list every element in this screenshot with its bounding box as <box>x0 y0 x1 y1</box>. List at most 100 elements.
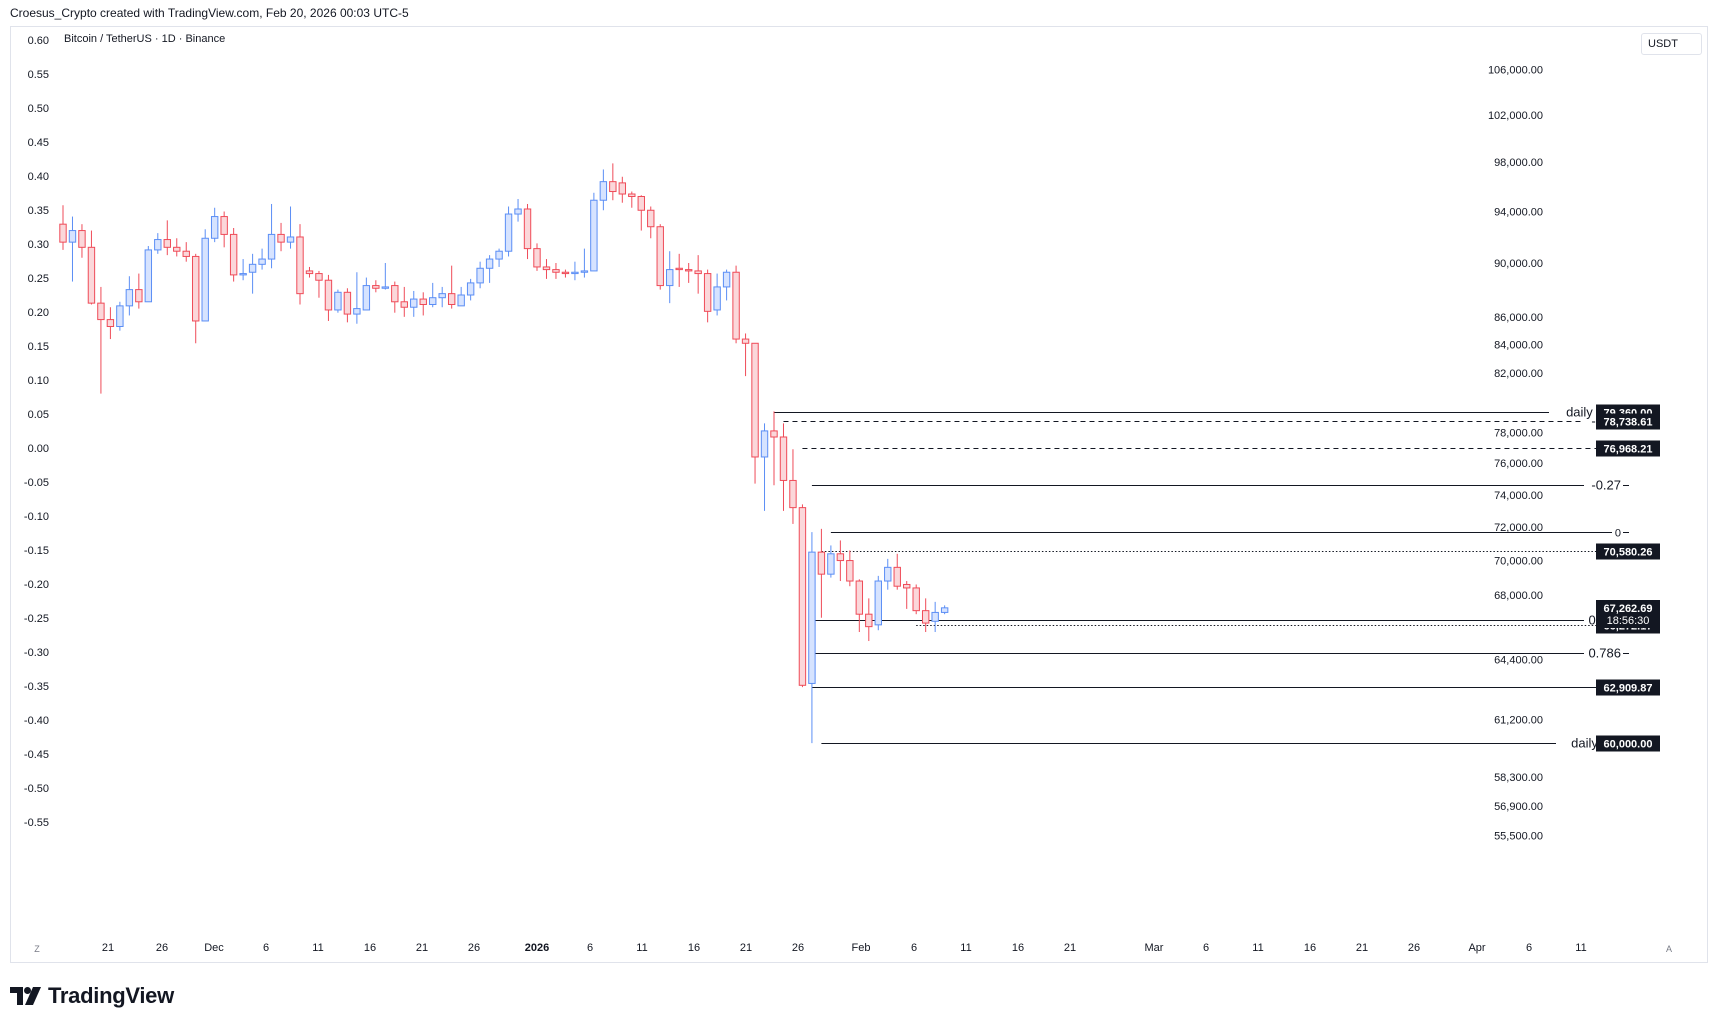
level-badge-text: 78,738.61 <box>1604 417 1653 429</box>
candle <box>798 504 807 688</box>
candle <box>163 220 171 256</box>
candle <box>846 550 854 587</box>
candle <box>713 273 721 316</box>
candle <box>836 540 845 582</box>
candle-body <box>248 263 257 273</box>
candle <box>523 203 532 260</box>
candle <box>779 423 788 511</box>
level-badge <box>1596 413 1660 430</box>
time-axis-label: 21 <box>1356 942 1368 954</box>
candle-body <box>590 199 598 272</box>
candle <box>675 253 683 287</box>
candle-body <box>684 269 693 272</box>
candle-body <box>362 285 371 311</box>
candle-body <box>846 560 854 582</box>
price-axis-tick: 98,000.00 <box>1494 157 1543 169</box>
candle-body <box>921 610 930 624</box>
time-axis-label: 16 <box>364 942 376 954</box>
candle-body <box>751 342 759 458</box>
candle <box>751 342 759 484</box>
candle-body <box>713 286 721 311</box>
candle-body <box>87 246 96 304</box>
candle <box>618 176 627 203</box>
candle <box>684 263 693 283</box>
candle-body <box>144 249 153 303</box>
left-axis-tick: 0.15 <box>28 341 49 353</box>
candle-body <box>372 285 380 289</box>
candle <box>220 211 228 248</box>
candle <box>789 449 797 524</box>
candle <box>884 558 892 590</box>
level-badge <box>1596 543 1660 560</box>
time-axis-label: 21 <box>102 942 114 954</box>
time-axis-label: 26 <box>468 942 480 954</box>
candle-body <box>542 266 551 271</box>
candlestick-chart[interactable]: Bitcoin / TetherUS · 1D · Binance 0.60 0.5… <box>0 0 1711 975</box>
left-axis-tick: -0.35 <box>24 681 49 693</box>
level-label: -0.27 <box>1591 478 1621 493</box>
time-axis-label: 6 <box>587 942 593 954</box>
candle <box>533 243 541 271</box>
price-axis-tick: 90,000.00 <box>1494 258 1543 270</box>
currency-label: USDT <box>1648 38 1678 50</box>
candle <box>343 288 352 323</box>
left-axis-tick: 0.60 <box>28 35 49 47</box>
candle-body <box>220 216 228 235</box>
price-axis-tick: 84,000.00 <box>1494 340 1543 352</box>
time-axis-label: 16 <box>1012 942 1024 954</box>
candle <box>599 169 608 211</box>
candle-body <box>618 182 627 195</box>
time-axis-label: Dec <box>204 942 224 954</box>
candle-body <box>798 507 807 686</box>
candle <box>391 281 399 313</box>
candle <box>201 229 209 322</box>
price-axis-tick: 55,500.00 <box>1494 830 1543 842</box>
candle-body <box>381 286 390 289</box>
price-axis-tick: 76,000.00 <box>1494 458 1543 470</box>
candle <box>647 206 655 239</box>
level-badge-text: 70,580.26 <box>1604 547 1653 559</box>
candle-body <box>476 267 484 284</box>
left-axis-tick: 0.05 <box>28 409 49 421</box>
candle-body <box>154 239 162 251</box>
candle <box>722 269 731 301</box>
candle-body <box>419 298 427 306</box>
candle <box>940 605 949 615</box>
candle <box>703 269 712 323</box>
candle-body <box>173 246 181 252</box>
candle-body <box>343 291 352 315</box>
candles <box>59 163 949 744</box>
candle-body <box>182 250 190 257</box>
time-axis-label: 26 <box>792 942 804 954</box>
candle-body <box>353 308 361 315</box>
level-badge <box>1596 440 1660 457</box>
candle <box>466 278 475 301</box>
candle <box>381 263 390 290</box>
candle <box>362 277 371 311</box>
left-axis-tick: -0.10 <box>24 511 49 523</box>
candle <box>504 206 513 257</box>
time-axis-label: 6 <box>1526 942 1532 954</box>
candle <box>893 553 901 590</box>
symbol-legend: Bitcoin / TetherUS · 1D · Binance <box>64 33 225 45</box>
candle <box>931 601 939 633</box>
left-axis-tick: -0.15 <box>24 545 49 557</box>
candle <box>609 163 617 201</box>
candle-body <box>865 613 873 628</box>
price-axis-tick: 74,000.00 <box>1494 490 1543 502</box>
candle-body <box>429 297 437 306</box>
candle <box>561 269 570 278</box>
candle <box>192 253 200 344</box>
price-axis-tick: 72,000.00 <box>1494 522 1543 534</box>
candle <box>267 203 276 269</box>
time-axis-label: Feb <box>852 942 871 954</box>
candle-body <box>163 239 171 248</box>
candle <box>87 230 96 305</box>
candle-body <box>552 269 560 273</box>
candle-body <box>827 553 835 575</box>
candle <box>741 333 750 377</box>
candle-body <box>599 181 608 201</box>
candle <box>78 224 86 258</box>
time-axis-label: 11 <box>1252 942 1263 954</box>
currency-selector[interactable]: USDT <box>1641 33 1702 55</box>
